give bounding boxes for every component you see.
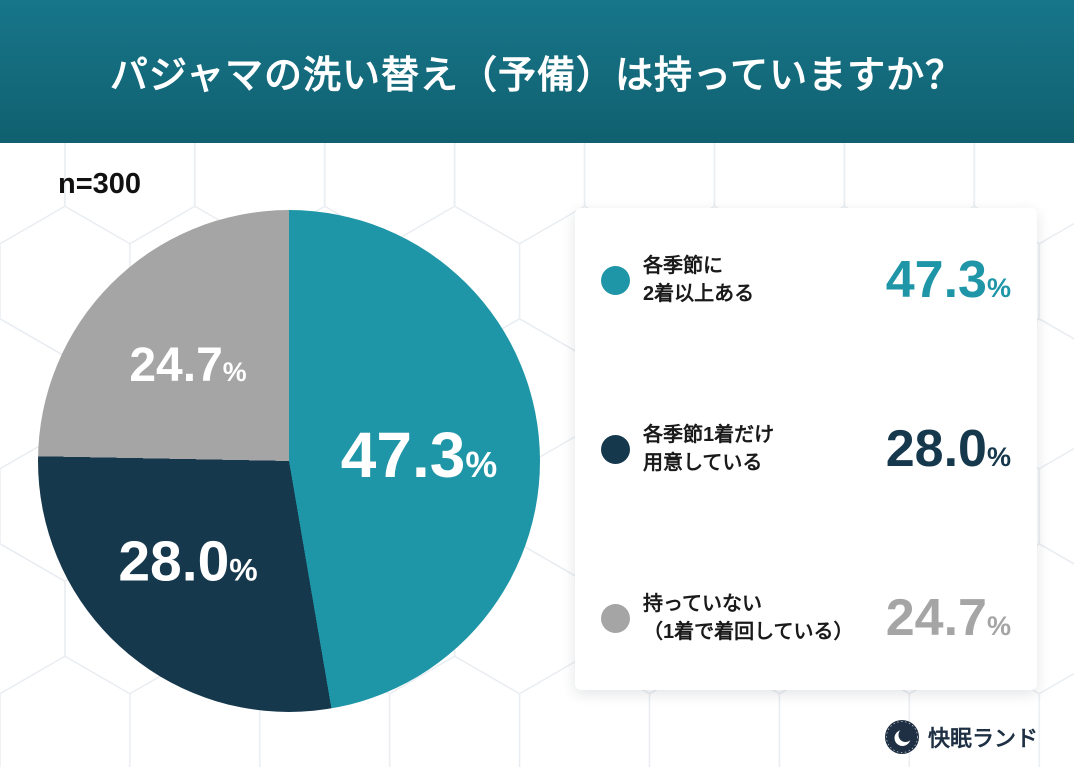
pie-value-label-segment-3: 24.7% — [129, 342, 246, 390]
legend-item: 持っていない （1着で着回している） 24.7% — [601, 590, 1011, 646]
legend-color-dot — [601, 603, 630, 633]
pie-chart: 47.3% 28.0% 24.7% — [38, 210, 540, 712]
legend-value-number: 28.0 — [885, 420, 987, 478]
legend-label-line: 用意している — [643, 452, 763, 474]
legend-value-number: 47.3 — [885, 251, 987, 309]
pie-value-unit: % — [229, 551, 258, 588]
pie-value-number: 24.7 — [129, 339, 223, 392]
brand-name: 快眠ランド — [927, 726, 1038, 751]
legend-card: 各季節に 2着以上ある 47.3% 各季節1着だけ 用意している 28.0% 持… — [575, 208, 1037, 690]
legend-label-line: 各季節1着だけ — [643, 424, 775, 446]
legend-value-number: 24.7 — [885, 589, 987, 647]
legend-item: 各季節1着だけ 用意している 28.0% — [601, 421, 1011, 477]
legend-item: 各季節に 2着以上ある 47.3% — [601, 252, 1011, 308]
legend-value: 24.7% — [886, 592, 1011, 644]
legend-label-line: 各季節に — [643, 255, 723, 277]
page-title: パジャマの洗い替え（予備）は持っていますか？ — [109, 55, 965, 97]
pie-value-number: 47.3 — [340, 419, 466, 491]
legend-value-unit: % — [986, 273, 1011, 303]
sample-size-label: n=300 — [58, 168, 142, 200]
legend-color-dot — [601, 434, 630, 464]
legend-value-unit: % — [986, 442, 1011, 472]
kaimin-land-logo-icon — [884, 720, 919, 754]
legend-label: 各季節1着だけ 用意している — [643, 421, 774, 477]
legend-label-line: 持っていない — [643, 593, 762, 615]
legend-value: 47.3% — [886, 254, 1011, 306]
title-banner: パジャマの洗い替え（予備）は持っていますか？ — [0, 0, 1074, 143]
legend-value-unit: % — [986, 611, 1011, 641]
pie-value-label-segment-1: 47.3% — [341, 423, 497, 487]
legend-label: 各季節に 2着以上ある — [643, 252, 754, 308]
legend-label: 持っていない （1着で着回している） — [643, 590, 854, 646]
pie-value-number: 28.0 — [118, 529, 230, 594]
pie-value-unit: % — [222, 357, 247, 387]
pie-value-unit: % — [465, 445, 498, 485]
legend-label-line: （1着で着回している） — [643, 621, 854, 643]
legend-color-dot — [601, 265, 630, 295]
pie-value-label-segment-2: 28.0% — [118, 533, 258, 591]
legend-label-line: 2着以上ある — [643, 283, 755, 305]
brand-footer: 快眠ランド — [884, 719, 1038, 755]
legend-value: 28.0% — [886, 423, 1011, 475]
